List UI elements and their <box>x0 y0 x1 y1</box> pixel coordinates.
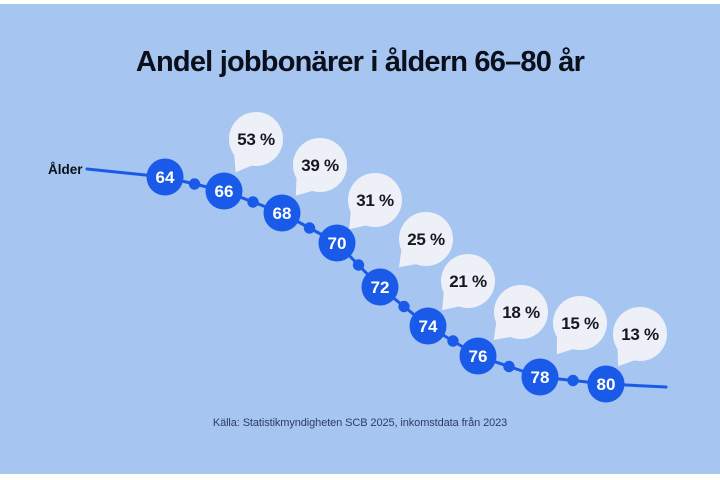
callout-bubble-70 <box>348 173 402 227</box>
source-caption: Källa: Statistikmyndigheten SCB 2025, in… <box>212 417 508 429</box>
age-node-80 <box>587 365 625 403</box>
age-node-label-64: 64 <box>156 168 175 187</box>
age-node-78 <box>521 358 559 396</box>
connector-dot <box>398 300 410 313</box>
callout-bubble-80 <box>613 307 667 361</box>
age-node-76 <box>459 337 497 375</box>
callout-bubble-78 <box>553 296 607 350</box>
callout-bubble-72 <box>399 212 453 266</box>
callout-bubble-74 <box>441 254 495 308</box>
connector-dot <box>188 178 201 190</box>
age-node-label-74: 74 <box>419 317 438 336</box>
connector-dot <box>303 222 316 234</box>
callout-label-68: 39 % <box>301 156 339 175</box>
axis-label-alder: Ålder <box>48 162 83 177</box>
connector-dot <box>567 374 579 387</box>
age-node-72 <box>361 268 399 306</box>
age-node-70 <box>318 224 356 262</box>
age-node-66 <box>205 172 243 210</box>
callout-bubble-68 <box>293 138 347 192</box>
age-node-label-66: 66 <box>215 182 234 201</box>
age-node-64 <box>146 158 184 196</box>
callout-label-80: 13 % <box>621 325 659 344</box>
age-node-label-76: 76 <box>469 347 488 366</box>
callout-label-74: 21 % <box>449 272 487 291</box>
age-node-68 <box>263 194 301 232</box>
callout-label-78: 15 % <box>561 314 599 333</box>
chart-title: Andel jobbonärer i åldern 66–80 år <box>135 46 585 78</box>
connector-dot <box>352 259 365 271</box>
age-node-label-68: 68 <box>273 204 292 223</box>
age-node-label-80: 80 <box>597 375 616 394</box>
connector-dot <box>503 360 515 373</box>
callout-label-66: 53 % <box>237 130 275 149</box>
callout-bubble-76 <box>494 285 548 339</box>
age-node-label-78: 78 <box>531 368 550 387</box>
callout-label-72: 25 % <box>407 230 445 249</box>
age-node-label-72: 72 <box>371 278 390 297</box>
connector-dot <box>447 335 459 347</box>
callout-bubble-66 <box>229 112 283 166</box>
connector-dot <box>247 196 259 208</box>
age-node-label-70: 70 <box>328 234 347 253</box>
age-node-74 <box>409 307 447 345</box>
callout-label-70: 31 % <box>356 191 394 210</box>
callout-label-76: 18 % <box>502 303 540 322</box>
